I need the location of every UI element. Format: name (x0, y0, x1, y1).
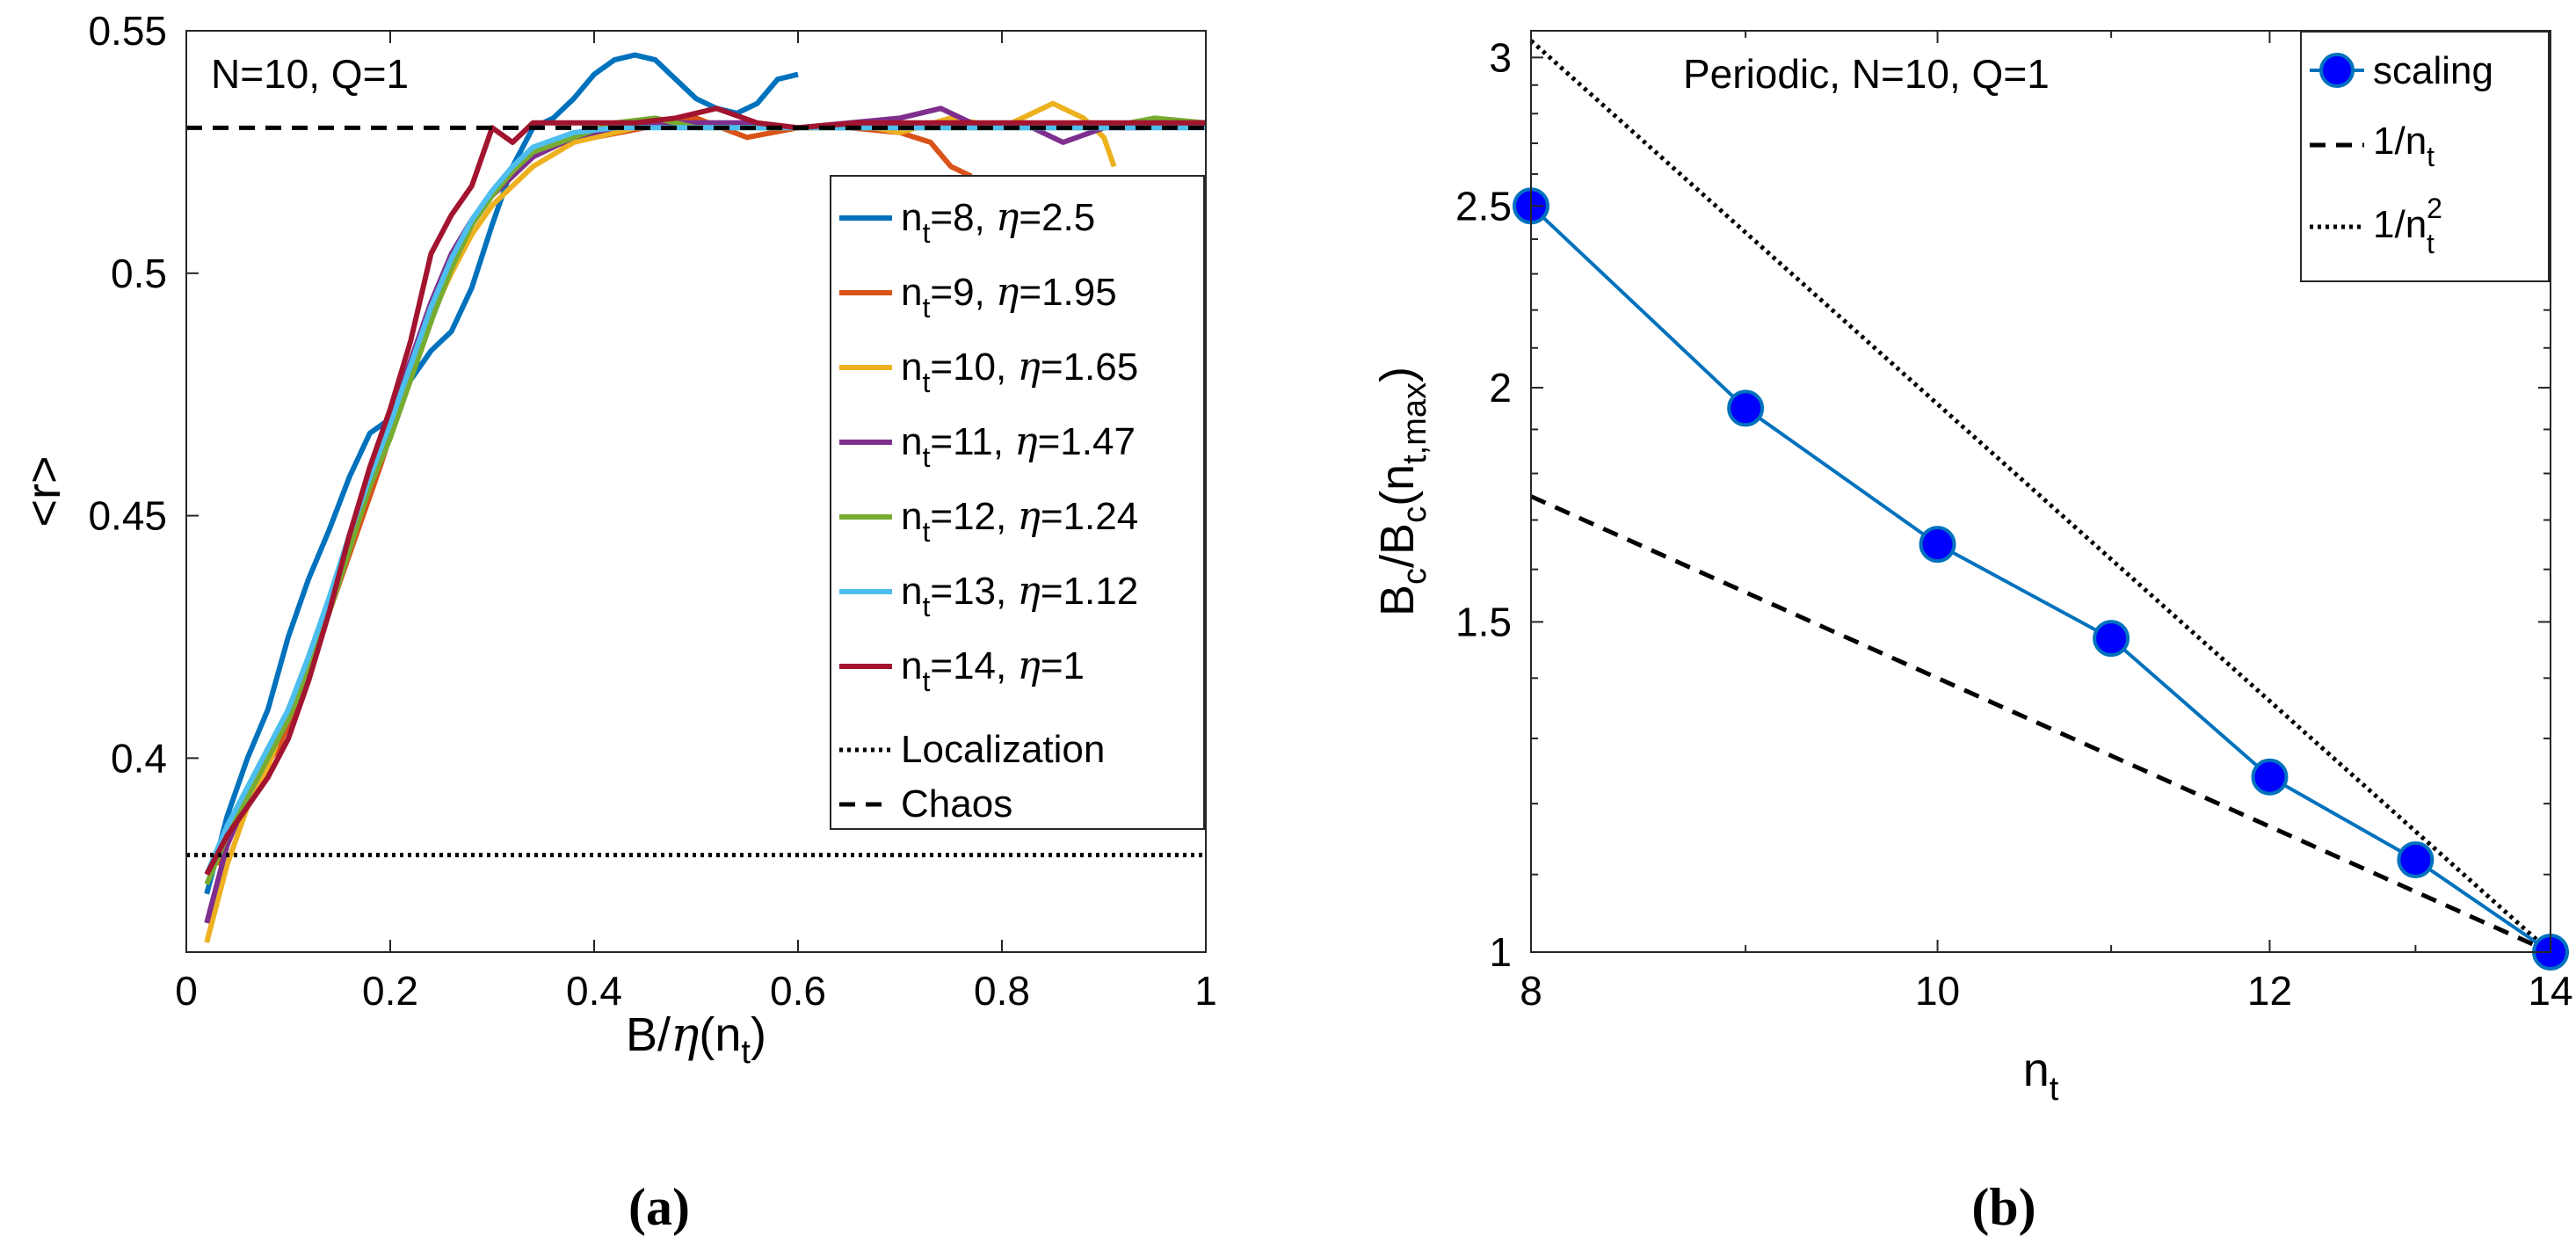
panel-b-xtick-label: 10 (1915, 968, 1960, 1014)
panel-a-xlabel: B/η(nt) (626, 1007, 766, 1071)
panel-a-axes-box (185, 30, 1207, 953)
panel-a-reference-lines (186, 125, 1206, 858)
panel-b-series (1513, 39, 2569, 971)
panel-a-xtick-label: 0.8 (974, 968, 1030, 1014)
panel-a-series (204, 52, 1207, 943)
panel-a-ytick-label: 0.5 (111, 251, 167, 296)
panel-a-ylabel: <r> (18, 455, 70, 527)
panel-a-title: N=10, Q=1 (211, 51, 409, 97)
panel-b-axes-box (1530, 30, 2551, 953)
panel-b: 8 10 12 14 1 1.5 2 2.5 3 Periodic, N=10, Q=1 sca… (1371, 30, 2573, 1236)
legend-label-series-2: nt=9, η=1.95 (901, 270, 1117, 324)
scaling-line (1529, 204, 2552, 954)
panel-a-xtick-label: 0.6 (770, 968, 826, 1014)
panel-b-ytick-label: 2 (1489, 365, 1512, 411)
legend-label-localization: Localization (901, 728, 1105, 771)
scaling-point (2251, 758, 2289, 796)
panel-a-ytick-label: 0.55 (88, 8, 167, 54)
panel-b-line-inv-nt2 (1529, 39, 2552, 954)
panel-a-xtick-label: 0 (175, 968, 198, 1014)
legend-label-series-4: nt=11, η=1.47 (901, 419, 1136, 473)
scaling-point (2093, 620, 2130, 658)
panel-b-ytick-label: 1 (1489, 929, 1512, 975)
panel-b-ytick-label: 3 (1489, 34, 1512, 80)
panel-b-xtick-label: 14 (2528, 968, 2572, 1014)
panel-a: 0 0.2 0.4 0.6 0.8 1 0.4 0.45 0.5 0.55 N=10, Q=1 n… (18, 8, 1217, 1236)
panel-a-caption-label: (a) (628, 1178, 690, 1236)
panel-a-legend: nt=8, η=2.5 nt=9, η=1.95 nt=10, η=1.65 nt=1… (830, 175, 1205, 830)
panel-b-xtick-label: 8 (1520, 968, 1542, 1014)
panel-a-ticks: 0 0.2 0.4 0.6 0.8 1 0.4 0.45 0.5 0.55 (88, 8, 1216, 1014)
legend-label-series-7: nt=14, η=1 (901, 644, 1085, 697)
legend-label-series-6: nt=13, η=1.12 (901, 569, 1138, 622)
panel-b-ytick-label: 2.5 (1455, 183, 1512, 229)
panel-b-xlabel: nt (2023, 1044, 2059, 1108)
legend-marker-scaling (2319, 53, 2355, 88)
panel-a-legend-box (830, 175, 1205, 830)
scaling-point (1727, 389, 1765, 427)
legend-label-inv-nt: 1/nt (2373, 120, 2435, 172)
panel-a-xtick-label: 0.4 (566, 968, 622, 1014)
panel-a-xtick-label: 0.2 (362, 968, 418, 1014)
panel-a-ytick-label: 0.45 (88, 493, 167, 539)
legend-label-series-1: nt=8, η=2.5 (901, 195, 1095, 249)
panel-a-ytick-label: 0.4 (111, 735, 167, 781)
scaling-point (1919, 526, 1956, 564)
legend-label-chaos: Chaos (901, 782, 1012, 826)
panel-b-legend: scaling 1/nt 1/n2 t (2300, 31, 2550, 282)
scaling-point (2397, 841, 2435, 879)
panel-b-title: Periodic, N=10, Q=1 (1683, 51, 2050, 97)
legend-label-series-5: nt=12, η=1.24 (901, 494, 1138, 548)
legend-label-series-3: nt=10, η=1.65 (901, 345, 1138, 398)
panel-b-xtick-label: 12 (2247, 968, 2292, 1014)
panel-b-line-inv-nt (1529, 494, 2552, 955)
panel-a-xtick-label: 1 (1194, 968, 1217, 1014)
panel-b-caption-label: (b) (1971, 1178, 2035, 1236)
legend-label-inv-nt2: 1/n2 t (2373, 193, 2442, 259)
panel-b-ytick-label: 1.5 (1455, 599, 1512, 644)
panel-b-ylabel: Bc/Bc(nt,max) (1371, 367, 1433, 616)
legend-label-scaling: scaling (2373, 49, 2493, 92)
panel-b-ticks: 8 10 12 14 1 1.5 2 2.5 3 (1455, 31, 2573, 1014)
